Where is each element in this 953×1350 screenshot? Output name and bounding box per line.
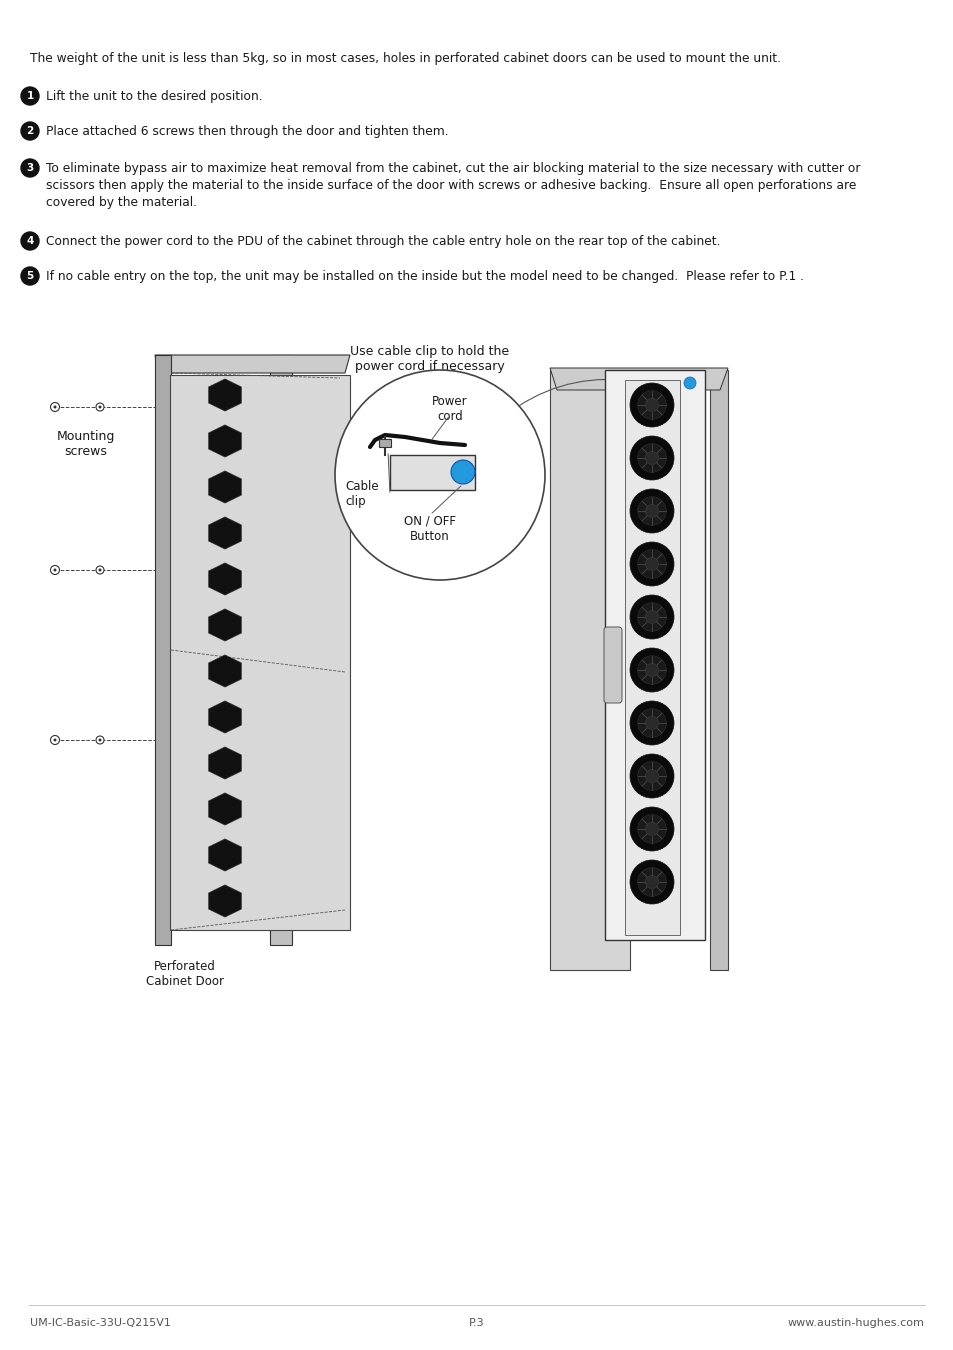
Polygon shape — [209, 471, 241, 504]
Circle shape — [629, 383, 673, 427]
FancyBboxPatch shape — [170, 375, 350, 930]
Polygon shape — [209, 701, 241, 733]
Text: Place attached 6 screws then through the door and tighten them.: Place attached 6 screws then through the… — [46, 126, 448, 138]
Text: Perforated
Cabinet Door: Perforated Cabinet Door — [146, 960, 224, 988]
Polygon shape — [209, 563, 241, 595]
Text: Connect the power cord to the PDU of the cabinet through the cable entry hole on: Connect the power cord to the PDU of the… — [46, 235, 720, 248]
Circle shape — [645, 610, 658, 624]
Polygon shape — [209, 379, 241, 412]
Circle shape — [637, 390, 665, 420]
Text: The weight of the unit is less than 5kg, so in most cases, holes in perforated c: The weight of the unit is less than 5kg,… — [30, 53, 781, 65]
Circle shape — [637, 868, 665, 896]
Circle shape — [53, 738, 56, 741]
FancyBboxPatch shape — [604, 370, 704, 940]
Circle shape — [629, 595, 673, 639]
Polygon shape — [209, 838, 241, 871]
Polygon shape — [209, 609, 241, 641]
Circle shape — [21, 159, 39, 177]
Circle shape — [98, 405, 101, 409]
Circle shape — [629, 860, 673, 905]
Circle shape — [637, 814, 665, 844]
Text: Lift the unit to the desired position.: Lift the unit to the desired position. — [46, 90, 262, 103]
Circle shape — [645, 505, 658, 517]
Polygon shape — [209, 425, 241, 458]
Circle shape — [51, 736, 59, 744]
FancyBboxPatch shape — [390, 455, 475, 490]
Polygon shape — [550, 369, 727, 390]
Circle shape — [645, 663, 658, 676]
Circle shape — [645, 558, 658, 571]
Text: 5: 5 — [27, 271, 33, 281]
Text: 2: 2 — [27, 126, 33, 136]
Circle shape — [645, 451, 658, 464]
Circle shape — [96, 404, 104, 410]
Text: Cable
clip: Cable clip — [345, 481, 378, 508]
Circle shape — [629, 807, 673, 850]
Circle shape — [51, 402, 59, 412]
Polygon shape — [209, 884, 241, 917]
Circle shape — [637, 602, 665, 632]
FancyBboxPatch shape — [378, 439, 391, 447]
Polygon shape — [209, 655, 241, 687]
Circle shape — [98, 738, 101, 741]
Circle shape — [645, 822, 658, 836]
Circle shape — [21, 267, 39, 285]
Polygon shape — [209, 792, 241, 825]
Circle shape — [53, 568, 56, 571]
Circle shape — [21, 122, 39, 140]
Circle shape — [96, 736, 104, 744]
Circle shape — [451, 460, 475, 485]
Polygon shape — [209, 747, 241, 779]
Text: 1: 1 — [27, 90, 33, 101]
FancyBboxPatch shape — [270, 355, 292, 945]
Circle shape — [637, 497, 665, 525]
Circle shape — [629, 436, 673, 481]
Circle shape — [96, 566, 104, 574]
Circle shape — [629, 701, 673, 745]
Circle shape — [645, 398, 658, 412]
Text: ON / OFF
Button: ON / OFF Button — [403, 514, 456, 543]
Circle shape — [21, 86, 39, 105]
Polygon shape — [209, 517, 241, 549]
Text: UM-IC-Basic-33U-Q215V1: UM-IC-Basic-33U-Q215V1 — [30, 1318, 171, 1328]
Circle shape — [637, 549, 665, 578]
Text: Mounting
screws: Mounting screws — [57, 431, 115, 458]
Text: 4: 4 — [27, 236, 33, 246]
FancyBboxPatch shape — [624, 379, 679, 936]
Text: Power
cord: Power cord — [432, 396, 467, 423]
Circle shape — [21, 232, 39, 250]
Circle shape — [629, 648, 673, 693]
Circle shape — [683, 377, 696, 389]
Circle shape — [629, 489, 673, 533]
Polygon shape — [154, 355, 350, 373]
Text: If no cable entry on the top, the unit may be installed on the inside but the mo: If no cable entry on the top, the unit m… — [46, 270, 803, 284]
Circle shape — [637, 761, 665, 790]
FancyBboxPatch shape — [550, 370, 629, 971]
Circle shape — [637, 656, 665, 684]
Circle shape — [51, 566, 59, 575]
Circle shape — [645, 717, 658, 729]
Circle shape — [335, 370, 544, 580]
FancyBboxPatch shape — [154, 355, 171, 945]
Text: www.austin-hughes.com: www.austin-hughes.com — [786, 1318, 923, 1328]
Circle shape — [645, 875, 658, 888]
FancyBboxPatch shape — [709, 370, 727, 971]
Circle shape — [629, 541, 673, 586]
Text: Use cable clip to hold the
power cord if necessary: Use cable clip to hold the power cord if… — [350, 346, 509, 373]
Circle shape — [98, 568, 101, 571]
FancyBboxPatch shape — [603, 626, 621, 703]
Circle shape — [53, 405, 56, 409]
Text: P.3: P.3 — [469, 1318, 484, 1328]
Circle shape — [629, 755, 673, 798]
Circle shape — [645, 769, 658, 783]
Text: To eliminate bypass air to maximize heat removal from the cabinet, cut the air b: To eliminate bypass air to maximize heat… — [46, 162, 860, 209]
Text: 3: 3 — [27, 163, 33, 173]
Circle shape — [637, 709, 665, 737]
Circle shape — [637, 444, 665, 472]
